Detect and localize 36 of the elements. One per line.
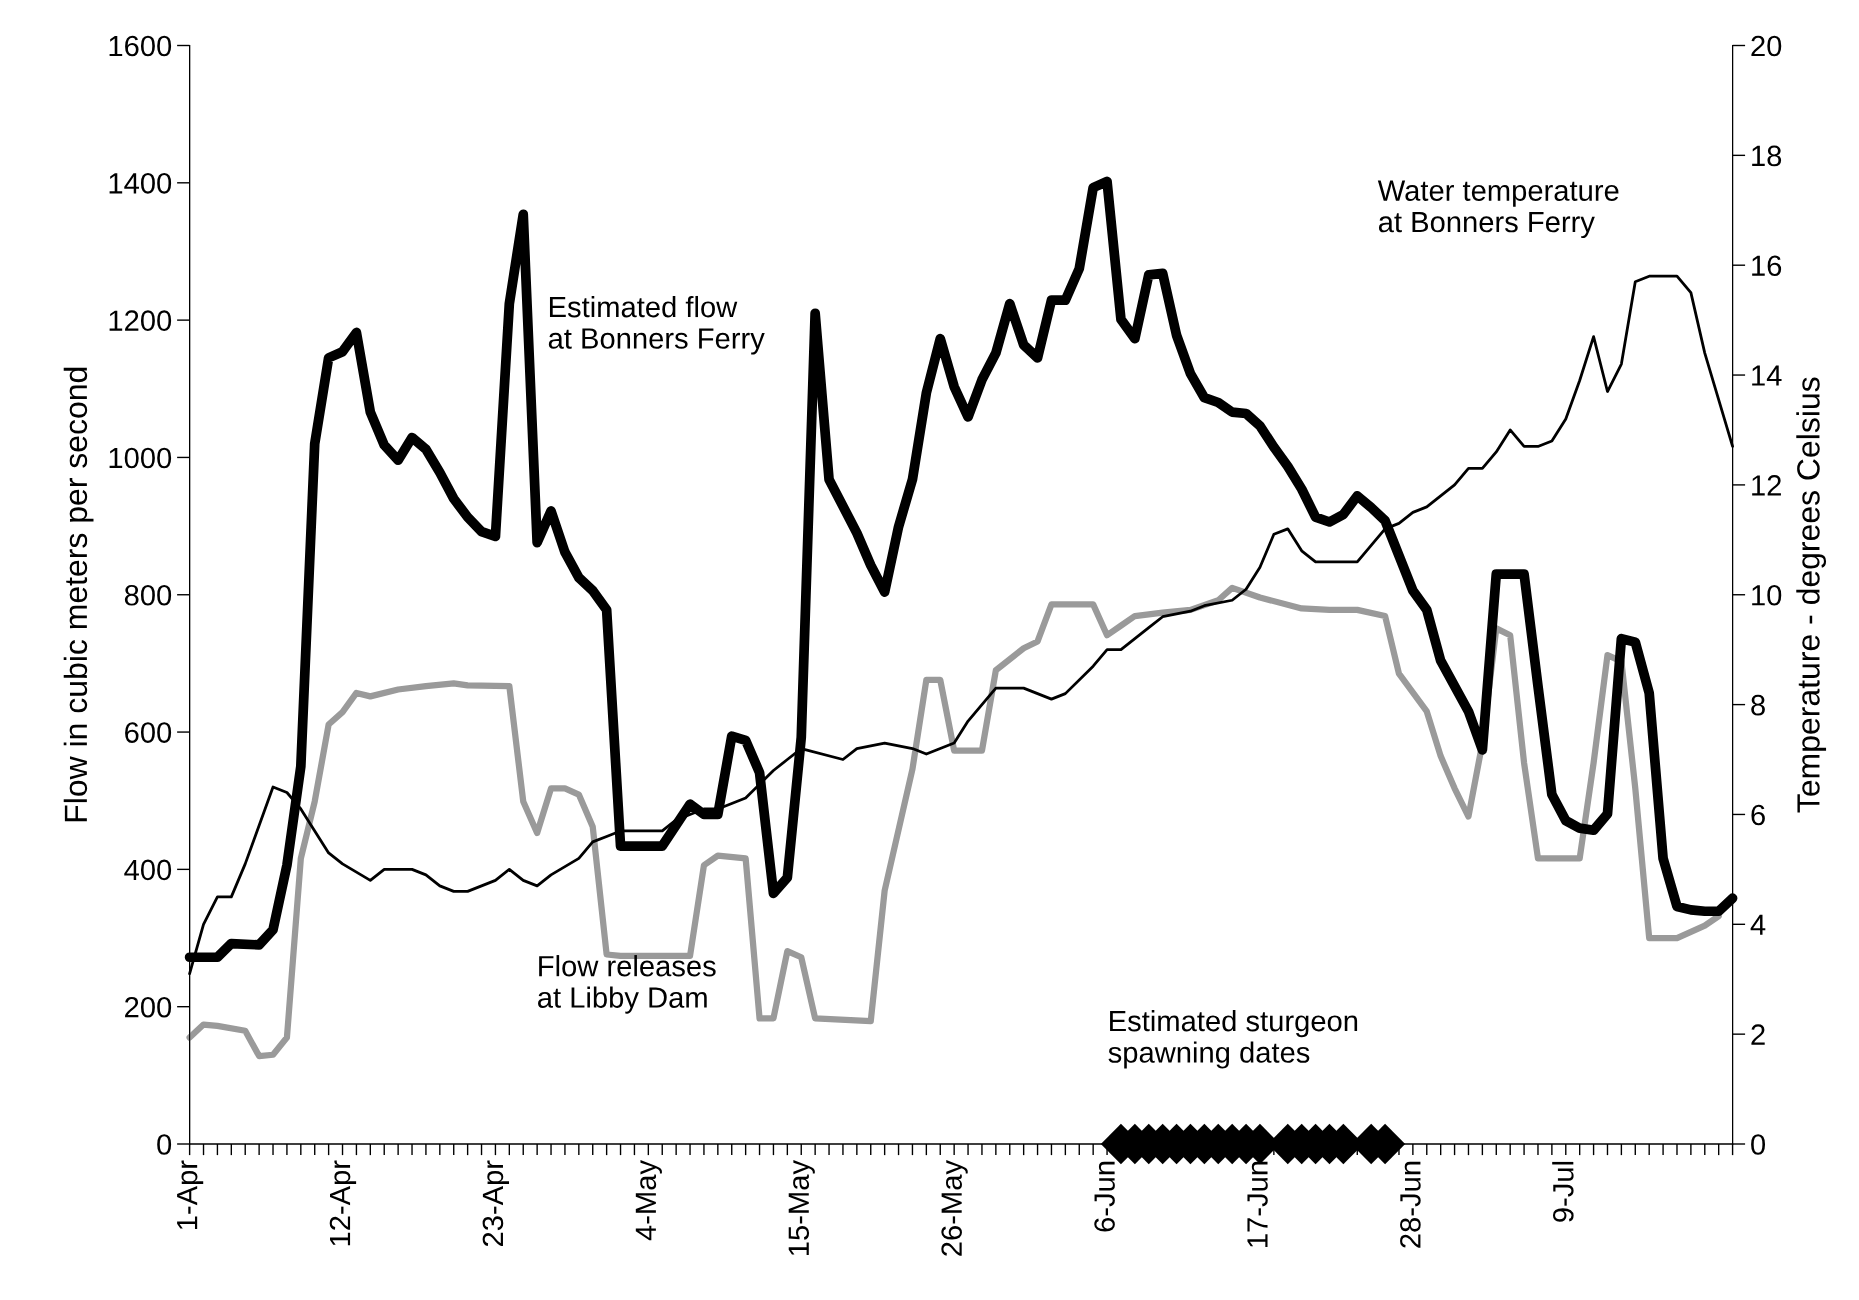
y2-tick-label: 20 [1751, 35, 1782, 57]
annotation: Estimated sturgeon spawning dates [1108, 1009, 1358, 1069]
y-tick-label: 1200 [109, 310, 172, 331]
y2-tick-label: 16 [1752, 255, 1782, 277]
y2-tick-label: 14 [1752, 365, 1782, 386]
y-axis-title: Flow in cubic meters per second [63, 367, 94, 822]
y-tick-label: 800 [124, 584, 172, 606]
y2-tick-label: 18 [1752, 145, 1782, 167]
x-tick-label: 26-May [941, 1160, 968, 1256]
x-tick-label: 9-Jul [1552, 1161, 1574, 1222]
y2-tick-label: 0 [1751, 1134, 1766, 1155]
x-tick-label: 17-Jun [1247, 1161, 1268, 1247]
y-tick-label: 1000 [109, 447, 172, 469]
annotation: Water temperature at Bonners Ferry [1377, 180, 1619, 239]
y2-tick-label: 10 [1752, 584, 1782, 606]
y2-tick-label: 2 [1751, 1024, 1765, 1045]
y-tick-label: 400 [124, 859, 172, 881]
y-tick-label: 1600 [109, 35, 172, 57]
x-tick-label: 23-Apr [482, 1160, 510, 1247]
x-tick-label: 6-Jun [1094, 1161, 1115, 1232]
y2-tick-label: 6 [1751, 804, 1765, 826]
y2-tick-label: 12 [1752, 475, 1781, 496]
y-tick-label: 0 [157, 1134, 172, 1155]
x-tick-label: 28-Jun [1400, 1161, 1421, 1248]
y2-tick-label: 4 [1750, 914, 1766, 935]
annotation: Flow releases at Libby Dam [538, 955, 716, 1014]
x-tick-label: 4-May [635, 1160, 662, 1241]
x-tick-label: 12-Apr [329, 1160, 357, 1246]
y-tick-label: 600 [125, 722, 172, 743]
x-tick-label: 1-Apr [177, 1160, 204, 1230]
annotation: Estimated flow at Bonners Ferry [548, 295, 765, 355]
x-tick-label: 15-May [788, 1160, 815, 1255]
y2-axis-title: Temperature - degrees Celsius [1796, 377, 1827, 813]
y2-tick-label: 8 [1751, 694, 1765, 716]
y-tick-label: 200 [125, 996, 172, 1018]
y-tick-label: 1400 [109, 173, 172, 194]
